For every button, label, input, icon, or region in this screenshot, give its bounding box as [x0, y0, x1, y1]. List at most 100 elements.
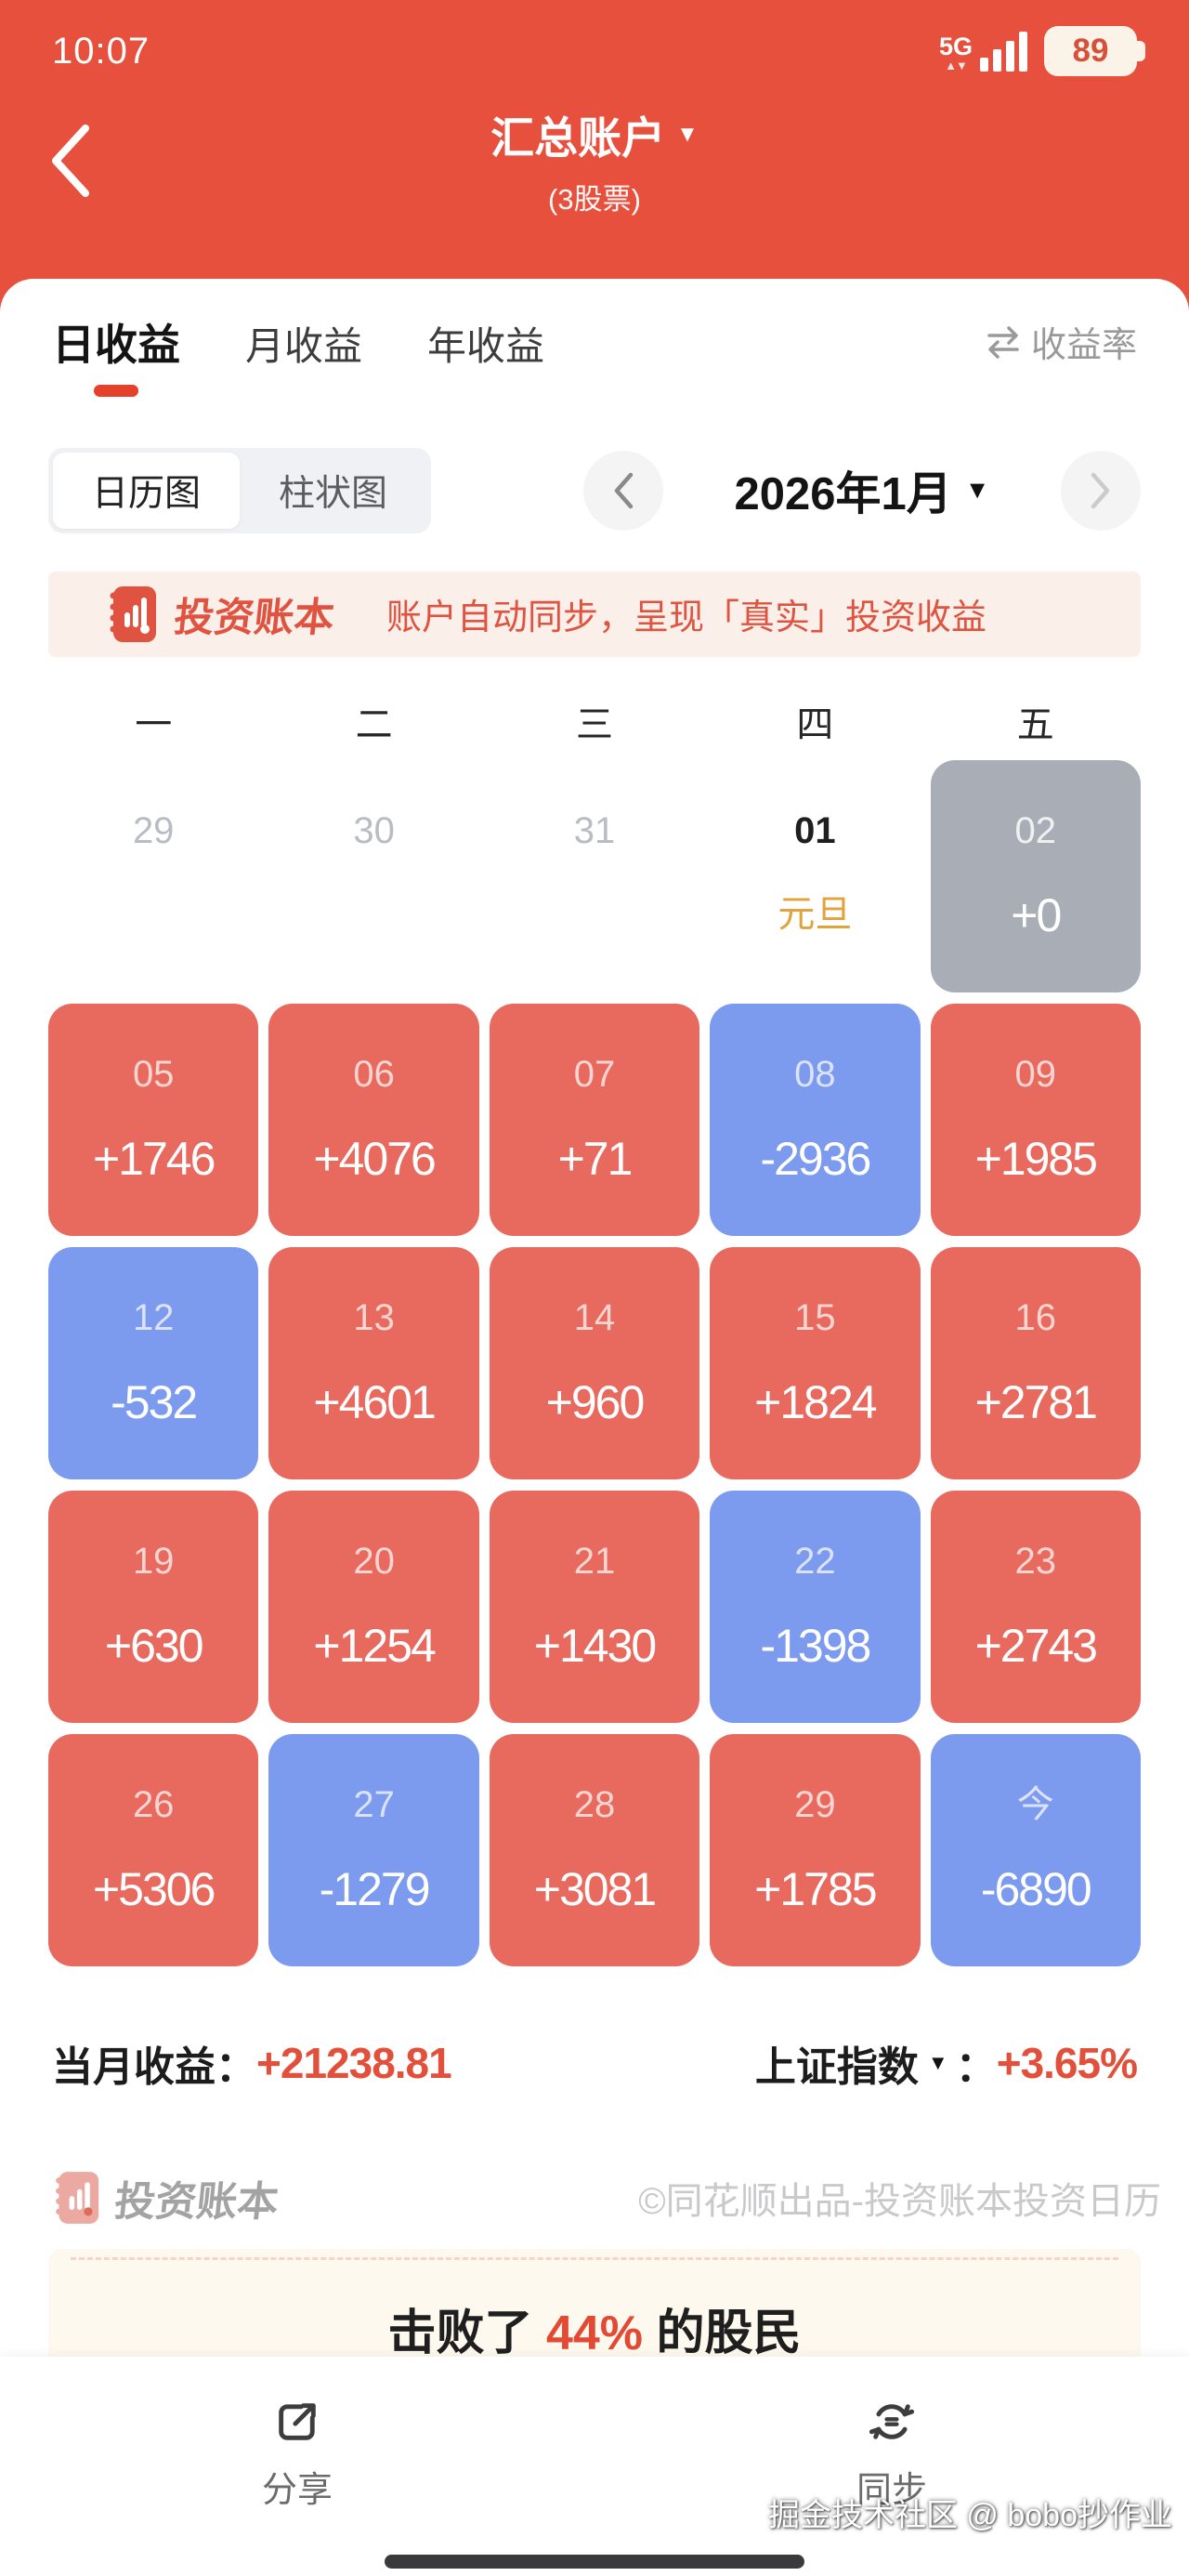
calendar-day-value: +960 — [545, 1375, 646, 1428]
index-selector[interactable]: 上证指数 ▼ ： +3.65% — [755, 2033, 1138, 2093]
share-button[interactable]: 分享 — [0, 2357, 594, 2576]
weekday-label: 四 — [796, 703, 834, 745]
calendar-day-number: 31 — [573, 809, 616, 851]
calendar-day-value: +2781 — [974, 1375, 1098, 1428]
nav-header: 汇总账户 ▼ (3股票) — [0, 93, 1189, 217]
calendar-day-cell[interactable]: 14 +960 — [489, 1246, 700, 1479]
calendar-day-value: -2936 — [760, 1132, 871, 1185]
calendar-day-cell[interactable]: 08 -2936 — [710, 1003, 921, 1236]
month-label: 2026年1月 — [734, 469, 952, 519]
sync-button[interactable]: 同步 — [594, 2357, 1189, 2576]
calendar-day-number: 29 — [794, 1783, 836, 1825]
calendar-day-number: 14 — [573, 1296, 616, 1338]
calendar-day-cell[interactable]: 07 +71 — [489, 1003, 700, 1236]
calendar-week-row: 05 +1746 06 +4076 07 +71 08 -2936 09 +1985 — [48, 1003, 1141, 1236]
promo-brand-label: 投资账本 — [172, 595, 337, 640]
calendar-day-number: 06 — [353, 1053, 395, 1095]
calendar-day-cell[interactable]: 12 -532 — [48, 1246, 259, 1479]
rate-switch-button[interactable]: 收益率 — [985, 316, 1137, 367]
calendar-day-cell[interactable]: 16 +2781 — [930, 1246, 1141, 1479]
month-selector[interactable]: 2026年1月 ▼ — [735, 457, 990, 523]
calendar-day-cell[interactable]: 06 +4076 — [268, 1003, 479, 1236]
calendar-day-number: 09 — [1014, 1053, 1057, 1095]
calendar-day-cell[interactable]: 19 +630 — [48, 1490, 259, 1723]
calendar-day-number: 22 — [794, 1540, 836, 1582]
account-subtitle: (3股票) — [548, 183, 641, 216]
status-icons: 5G ▲▼ 89 — [938, 26, 1145, 76]
calendar-day-number: 30 — [353, 809, 395, 851]
calendar-day-number: 27 — [353, 1783, 395, 1825]
view-toggle: 日历图 柱状图 — [48, 447, 432, 533]
calendar-day-number: 21 — [573, 1540, 616, 1582]
ledger-book-icon — [106, 585, 158, 644]
calendar-day-cell: 31 — [490, 760, 699, 992]
calendar-day-number: 20 — [353, 1540, 395, 1582]
battery-icon: 89 — [1044, 26, 1145, 76]
calendar-day-cell[interactable]: 26 +5306 — [48, 1733, 259, 1966]
calendar-day-value: +4076 — [313, 1132, 436, 1185]
calendar-week-row: 19 +630 20 +1254 21 +1430 22 -1398 23 +2743 — [48, 1490, 1141, 1723]
month-income-label: 当月收益： — [52, 2044, 256, 2090]
calendar-day-cell: 01 元旦 — [710, 760, 920, 992]
toggle-bar-view[interactable]: 柱状图 — [279, 473, 388, 514]
calendar-day-value: +71 — [557, 1132, 634, 1185]
signal-bars-icon — [980, 31, 1027, 72]
calendar-day-number: 23 — [1014, 1540, 1057, 1582]
calendar-day-number: 07 — [573, 1053, 616, 1095]
calendar-day-number: 19 — [132, 1540, 175, 1582]
share-icon — [273, 2398, 321, 2446]
period-tabs: 日收益 月收益 年收益 收益率 — [0, 316, 1189, 404]
network-type-label: 5G — [938, 32, 973, 60]
calendar-day-value: +0 — [1011, 888, 1062, 941]
swap-arrows-icon — [985, 324, 1022, 360]
calendar-day-cell[interactable]: 20 +1254 — [268, 1490, 479, 1723]
calendar-day-cell[interactable]: 13 +4601 — [268, 1246, 479, 1479]
calendar-day-cell[interactable]: 21 +1430 — [489, 1490, 700, 1723]
calendar-day-cell[interactable]: 05 +1746 — [48, 1003, 259, 1236]
rate-switch-label: 收益率 — [1030, 326, 1137, 365]
data-activity-icon: ▲▼ — [945, 58, 968, 72]
calendar-day-number: 05 — [132, 1053, 175, 1095]
calendar-day-number: 15 — [794, 1296, 836, 1338]
back-button[interactable] — [48, 119, 123, 203]
tab-daily-income[interactable]: 日收益 — [52, 320, 180, 369]
index-caret-icon: ▼ — [927, 2050, 948, 2074]
chevron-right-icon — [1091, 472, 1110, 508]
month-income-value: +21238.81 — [256, 2038, 452, 2087]
calendar-day-cell[interactable]: 23 +2743 — [930, 1490, 1141, 1723]
weekday-label: 一 — [135, 703, 173, 745]
home-indicator[interactable] — [385, 2555, 804, 2569]
watermark-brand: 投资账本 — [52, 2168, 281, 2228]
calendar-day-value: +3081 — [533, 1862, 657, 1915]
sync-icon — [868, 2398, 916, 2446]
calendar-day-cell[interactable]: 27 -1279 — [268, 1733, 479, 1966]
prev-month-button[interactable] — [583, 450, 663, 531]
calendar-day-number: 13 — [353, 1296, 395, 1338]
tab-yearly-income[interactable]: 年收益 — [427, 323, 545, 368]
calendar-day-value: +1985 — [974, 1132, 1098, 1185]
dropdown-caret-icon: ▼ — [676, 121, 699, 147]
calendar-day-cell[interactable]: 22 -1398 — [710, 1490, 921, 1723]
account-selector[interactable]: 汇总账户 ▼ — [0, 102, 1189, 166]
tab-monthly-income[interactable]: 月收益 — [245, 323, 363, 368]
calendar-day-cell[interactable]: 09 +1985 — [930, 1003, 1141, 1236]
sync-label: 同步 — [856, 2471, 927, 2510]
signal-icon: 5G ▲▼ — [938, 31, 1027, 72]
promo-message: 账户自动同步，呈现「真实」投资收益 — [386, 598, 987, 637]
calendar-day-value: +630 — [104, 1619, 204, 1672]
calendar-day-number: 29 — [132, 809, 175, 851]
toggle-calendar-view[interactable]: 日历图 — [53, 452, 241, 529]
calendar-day-cell[interactable]: 15 +1824 — [710, 1246, 921, 1479]
calendar-day-value: +4601 — [313, 1375, 436, 1428]
calendar-day-cell[interactable]: 28 +3081 — [489, 1733, 700, 1966]
calendar-day-cell[interactable]: 02 +0 — [930, 759, 1141, 992]
promo-brand: 投资账本 — [106, 585, 336, 644]
calendar-day-cell[interactable]: 29 +1785 — [710, 1733, 921, 1966]
calendar-day-value: +1430 — [533, 1619, 657, 1672]
calendar-day-cell[interactable]: 今 -6890 — [930, 1733, 1141, 1966]
copyright-credit: ©同花顺出品-投资账本投资日历 — [638, 2180, 1161, 2222]
next-month-button[interactable] — [1061, 450, 1141, 531]
index-value: +3.65% — [996, 2038, 1138, 2087]
calendar-day-value: +1746 — [92, 1132, 216, 1185]
